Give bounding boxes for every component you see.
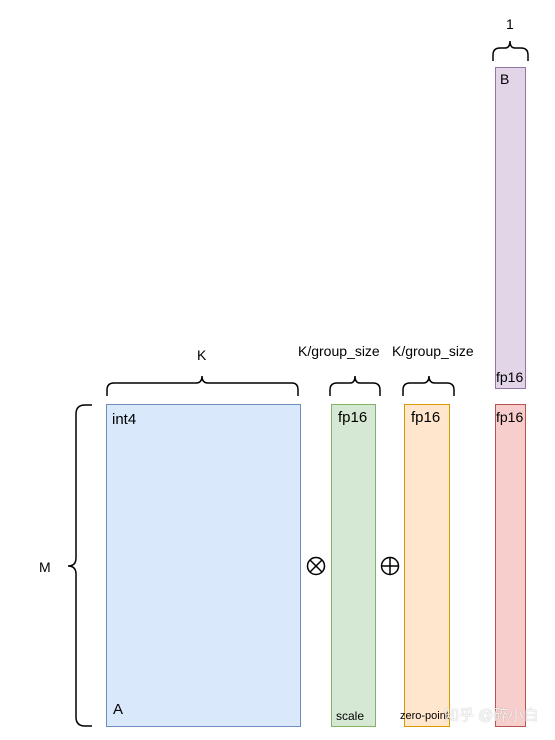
vector-b-brace [492,40,529,61]
vector-b-width-label: 1 [506,16,514,32]
circled-plus-icon [380,556,400,576]
scale-name: scale [336,709,365,723]
matrix-a [106,404,301,727]
circled-times-icon [306,556,326,576]
matrix-a-dtype: int4 [112,411,137,428]
k-dimension-label: K [197,347,207,363]
zero-point-width-label: K/group_size [392,343,474,359]
scale-dtype: fp16 [338,409,368,426]
output-dtype: fp16 [496,409,524,425]
scale-matrix [331,404,376,727]
zero-point-dtype: fp16 [411,409,441,426]
k-brace [106,375,299,396]
output-vector [495,404,526,727]
matrix-a-name: A [113,701,124,718]
vector-b-name: B [500,71,510,87]
zero-point-name: zero-point [400,710,449,722]
scale-width-label: K/group_size [298,343,380,359]
m-brace [67,404,92,727]
watermark: 知乎 @碎小白 [444,707,539,724]
vector-b-dtype: fp16 [496,369,524,385]
vector-b [495,67,526,389]
scale-brace [329,375,381,396]
m-dimension-label: M [39,559,51,575]
zero-point-brace [402,375,455,396]
zero-point-matrix [404,404,450,727]
